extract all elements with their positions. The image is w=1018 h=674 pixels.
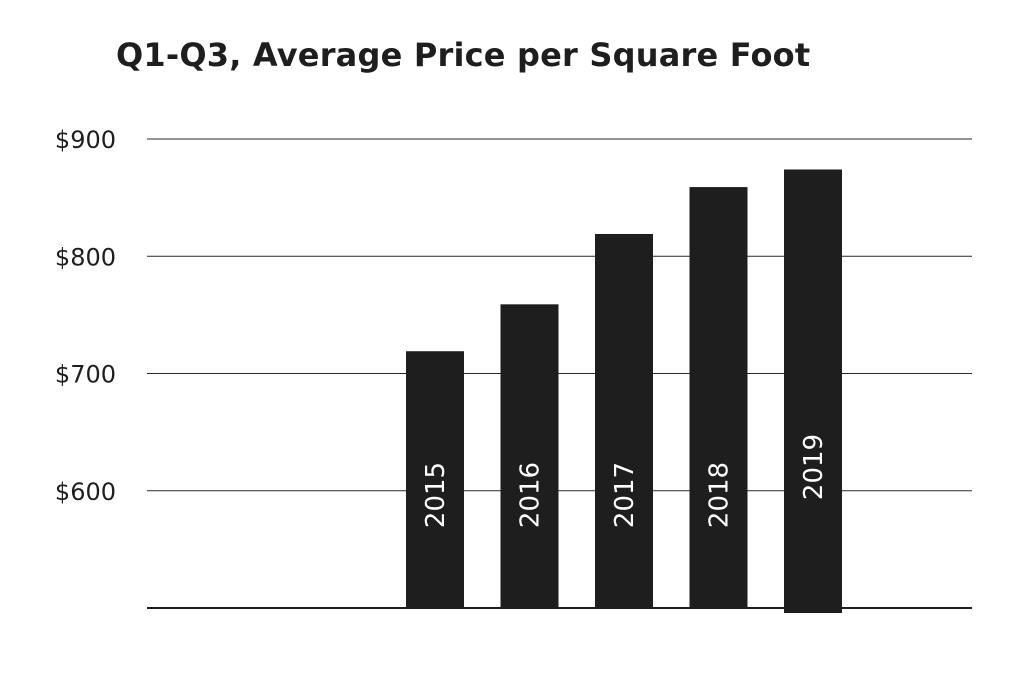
y-tick-label: $600 [55, 478, 116, 506]
bar-category-label: 2019 [799, 434, 829, 500]
bar-category-label: 2017 [610, 462, 640, 528]
bars [406, 169, 842, 614]
bar-2017 [595, 233, 653, 609]
bar-category-label: 2015 [421, 462, 451, 528]
bar-2016 [500, 304, 559, 609]
y-axis-ticks: $600 $700 $800 $900 [55, 126, 116, 506]
bar-2019 [784, 169, 842, 614]
bar-labels: 2015 2016 2017 2018 2019 [421, 434, 829, 528]
bar-2015 [406, 351, 464, 609]
bar-2018 [689, 187, 748, 609]
gridlines [147, 138, 972, 492]
chart-title: Q1-Q3, Average Price per Square Foot [116, 36, 811, 74]
bar-category-label: 2018 [705, 462, 735, 528]
y-tick-label: $900 [55, 126, 116, 154]
y-tick-label: $800 [55, 243, 116, 271]
y-tick-label: $700 [55, 361, 116, 389]
bar-category-label: 2016 [516, 462, 546, 528]
